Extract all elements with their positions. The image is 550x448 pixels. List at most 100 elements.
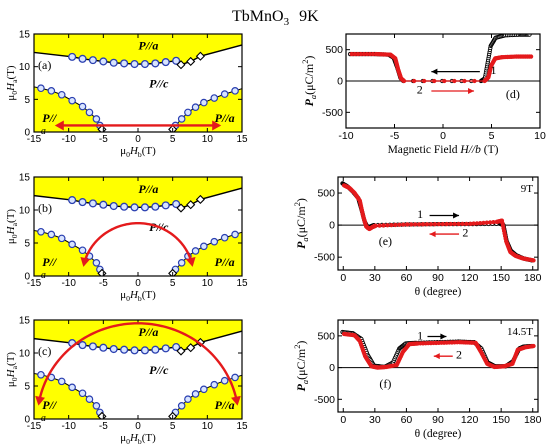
- y-tick-label: 10: [19, 62, 31, 73]
- circle-point: [184, 395, 192, 404]
- circle-point: [172, 56, 181, 65]
- polarization-panel-d: -10 -5 0 5 10 -500 0 500 Magnetic Field H//b (T)…: [301, 33, 546, 156]
- x-tick-label: 0: [340, 272, 346, 284]
- circle-point: [140, 346, 149, 355]
- phase-panel-c: -15 -10 -5 0 5 10 15051015μ0Hb(T)μ0Ha(T)(c)P//…: [5, 316, 248, 446]
- annotation-arrow-1-head: [440, 333, 447, 340]
- y-axis-label: μ0Ha(T): [5, 352, 19, 388]
- y-axis-label: Pa(μC/m2): [293, 341, 310, 392]
- series-point-2: [409, 222, 414, 227]
- series-point-2: [411, 78, 417, 84]
- red-arrowhead: [185, 256, 196, 267]
- y-tick-label: 0: [337, 76, 343, 88]
- y-axis-label: μ0Ha(T): [5, 209, 19, 245]
- annotation-arrow-1-head: [453, 212, 460, 219]
- circle-point: [92, 115, 101, 123]
- series-point-2: [385, 223, 390, 228]
- red-arrowhead: [54, 120, 64, 131]
- y-axis-label: Pa(μC/m2): [293, 198, 310, 249]
- circle-point: [109, 201, 118, 211]
- x-tick-label: 30: [369, 414, 381, 426]
- circle-point: [172, 200, 181, 209]
- yellow-region-left: [34, 86, 102, 132]
- label-segment: H//b: [459, 144, 481, 156]
- diamond-point: [176, 60, 186, 70]
- label-segment: (T): [481, 144, 499, 156]
- x-tick-label: -10: [61, 278, 76, 289]
- label-segment: 0: [126, 437, 130, 446]
- boundary-line-upper: [34, 330, 242, 352]
- red-arc: [83, 221, 193, 264]
- x-tick-label: -5: [99, 421, 108, 432]
- y-tick-label: 0: [24, 415, 30, 426]
- circle-point: [231, 87, 239, 95]
- y-tick-label: -500: [314, 394, 335, 406]
- label-segment: H: [5, 225, 17, 235]
- circle-point: [130, 203, 139, 212]
- region-label-right: P//a: [215, 255, 235, 269]
- series-point-2: [531, 343, 536, 349]
- yellow-region-left: [34, 373, 102, 419]
- plot-area: [34, 320, 242, 419]
- red-arrowhead: [80, 256, 91, 267]
- label-segment: (T): [5, 65, 17, 79]
- y-tick-label: 500: [317, 330, 335, 342]
- label-segment: 2: [293, 202, 302, 206]
- yellow-region-right: [171, 88, 242, 132]
- series-point-2: [424, 222, 430, 227]
- label-segment: 2: [293, 345, 302, 349]
- circle-point: [57, 90, 66, 99]
- annotation-label-2: 2: [456, 348, 462, 362]
- corner-label: a: [41, 126, 46, 137]
- series-point-2: [401, 222, 406, 227]
- red-arrowhead: [230, 395, 241, 406]
- series-point-2: [440, 221, 445, 227]
- circle-point: [220, 376, 229, 385]
- panel-label: (a): [38, 58, 51, 72]
- diamond-point: [97, 124, 107, 132]
- region-label-left: P//: [42, 111, 58, 125]
- series-point-2: [531, 258, 536, 263]
- circle-point: [68, 96, 76, 105]
- region-label-middle: P//c: [149, 77, 169, 91]
- circle-point: [88, 342, 97, 351]
- y-tick-label: -500: [314, 252, 335, 264]
- field-label: 14.5T: [507, 326, 533, 338]
- x-tick-label: -5: [99, 278, 108, 289]
- annotation-arrow-2-head: [429, 231, 436, 238]
- annotation-label-1: 1: [417, 207, 423, 221]
- label-segment: a: [10, 79, 19, 83]
- label-segment: μ: [5, 95, 17, 101]
- label-segment: b: [138, 150, 142, 159]
- figure-title: TbMnO3 9K: [232, 8, 319, 28]
- y-tick-label: 5: [24, 382, 30, 393]
- x-tick-label: 150: [492, 414, 510, 426]
- circle-point: [109, 344, 118, 354]
- circle-point: [78, 54, 87, 63]
- plot-area: [338, 181, 538, 263]
- x-tick-label: -15: [27, 421, 42, 432]
- y-tick-label: 0: [24, 128, 30, 139]
- x-tick-label: 0: [135, 421, 141, 432]
- annotation-arrow-2-head: [468, 88, 475, 95]
- series-point-2: [416, 222, 422, 227]
- x-tick-label: 10: [202, 134, 214, 145]
- label-segment: (T): [142, 145, 156, 157]
- series-point-2: [528, 54, 534, 59]
- circle-point: [231, 373, 239, 382]
- x-tick-label: 120: [461, 414, 479, 426]
- annotation-arrow-2-head: [433, 353, 440, 360]
- circle-point: [177, 258, 186, 267]
- series-point-2: [401, 78, 407, 84]
- x-tick-label: 180: [524, 272, 542, 284]
- x-tick-label: 180: [524, 414, 542, 426]
- x-tick-label: -5: [390, 130, 399, 142]
- label-segment: μ: [5, 238, 17, 244]
- circle-point: [57, 377, 66, 386]
- phase-panel-b: -15 -10 -5 0 5 10 15051015μ0Hb(T)μ0Ha(T)(b)P//…: [5, 173, 248, 303]
- circle-point: [210, 237, 219, 246]
- panel-label: (f): [379, 376, 391, 390]
- region-label-top: P//a: [138, 182, 158, 196]
- circle-point: [109, 58, 118, 67]
